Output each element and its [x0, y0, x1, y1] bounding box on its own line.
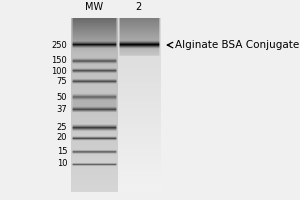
Text: 37: 37 [56, 105, 67, 114]
Text: 10: 10 [57, 159, 67, 168]
Text: Alginate BSA Conjugate: Alginate BSA Conjugate [175, 40, 299, 50]
Text: 75: 75 [57, 77, 67, 86]
Text: 150: 150 [52, 56, 67, 65]
Text: MW: MW [85, 2, 103, 12]
Text: 25: 25 [57, 123, 67, 132]
Text: 50: 50 [57, 93, 67, 102]
Text: 100: 100 [52, 67, 67, 76]
Text: 250: 250 [52, 41, 67, 50]
Text: 20: 20 [57, 133, 67, 142]
Text: 15: 15 [57, 147, 67, 156]
Text: 2: 2 [135, 2, 142, 12]
